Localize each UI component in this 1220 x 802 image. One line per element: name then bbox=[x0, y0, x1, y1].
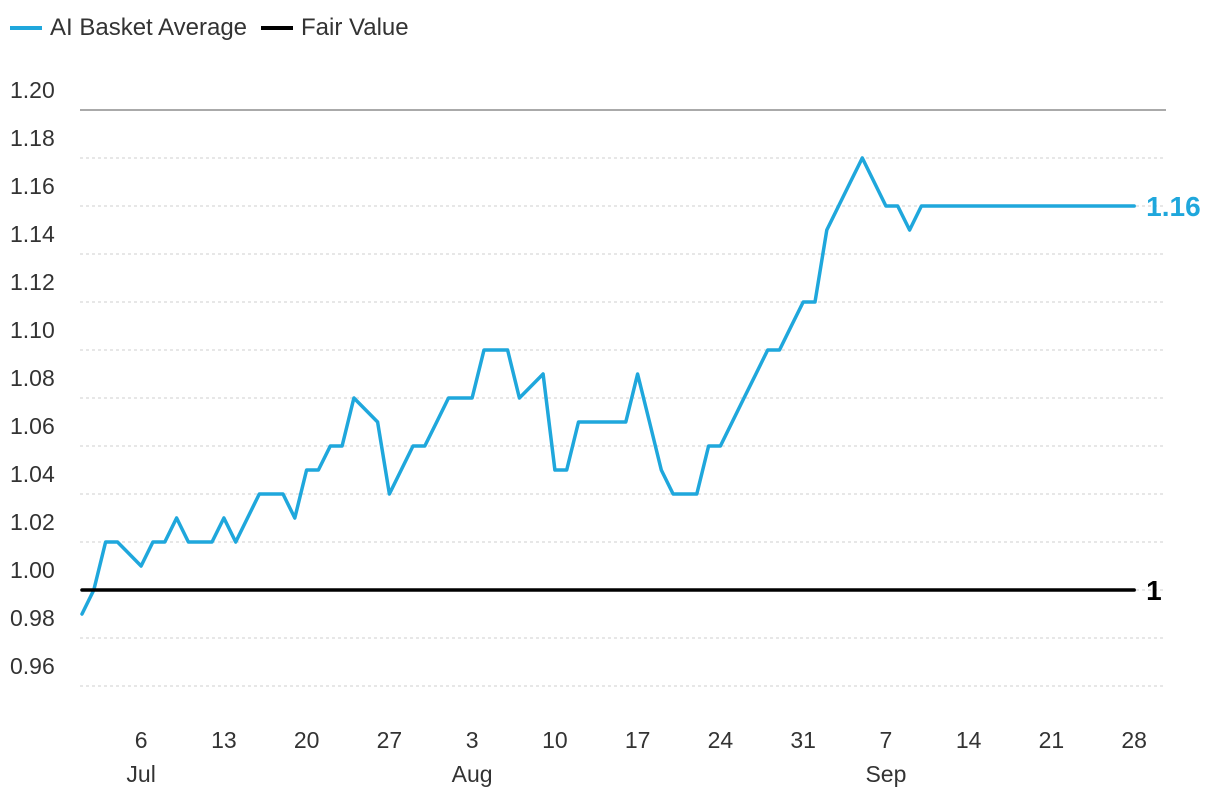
x-tick-label: 17 bbox=[625, 727, 651, 753]
y-tick-label: 1.02 bbox=[10, 509, 55, 535]
x-tick-label: 28 bbox=[1121, 727, 1147, 753]
x-tick-label: 27 bbox=[377, 727, 403, 753]
legend-label-ai-basket: AI Basket Average bbox=[50, 14, 248, 41]
legend-label-fair-value: Fair Value bbox=[301, 14, 409, 41]
x-tick-label: 13 bbox=[211, 727, 237, 753]
y-tick-label: 1.18 bbox=[10, 125, 55, 151]
y-tick-label: 1.14 bbox=[10, 221, 55, 247]
x-tick-label: 6 bbox=[135, 727, 148, 753]
x-tick-label: 3 bbox=[466, 727, 479, 753]
y-tick-label: 1.10 bbox=[10, 317, 55, 343]
legend-item-ai-basket: AI Basket Average bbox=[10, 14, 247, 42]
x-tick-label: 7 bbox=[880, 727, 893, 753]
x-month-label: Jul bbox=[126, 761, 155, 787]
y-tick-label: 0.98 bbox=[10, 605, 55, 631]
x-tick-label: 14 bbox=[956, 727, 982, 753]
legend: AI Basket Average Fair Value bbox=[10, 14, 423, 42]
y-tick-label: 1.04 bbox=[10, 461, 55, 487]
y-tick-label: 1.16 bbox=[10, 173, 55, 199]
x-tick-label: 24 bbox=[708, 727, 734, 753]
end-label-fair-value: 1 bbox=[1146, 575, 1162, 606]
legend-swatch-fair-value bbox=[261, 26, 294, 30]
legend-item-fair-value: Fair Value bbox=[261, 14, 409, 42]
x-tick-label: 20 bbox=[294, 727, 320, 753]
x-tick-label: 10 bbox=[542, 727, 568, 753]
y-tick-label: 1.06 bbox=[10, 413, 55, 439]
series-line-ai-basket bbox=[80, 156, 1136, 616]
y-tick-label: 1.20 bbox=[10, 77, 55, 103]
legend-swatch-ai-basket bbox=[10, 26, 42, 30]
x-tick-label: 21 bbox=[1039, 727, 1065, 753]
y-tick-label: 0.96 bbox=[10, 653, 55, 679]
x-month-label: Sep bbox=[865, 761, 906, 787]
x-tick-label: 31 bbox=[790, 727, 816, 753]
y-tick-label: 1.00 bbox=[10, 557, 55, 583]
y-tick-label: 1.08 bbox=[10, 365, 55, 391]
end-label-ai-basket: 1.16 bbox=[1146, 191, 1201, 222]
y-tick-label: 1.12 bbox=[10, 269, 55, 295]
x-month-label: Aug bbox=[452, 761, 493, 787]
